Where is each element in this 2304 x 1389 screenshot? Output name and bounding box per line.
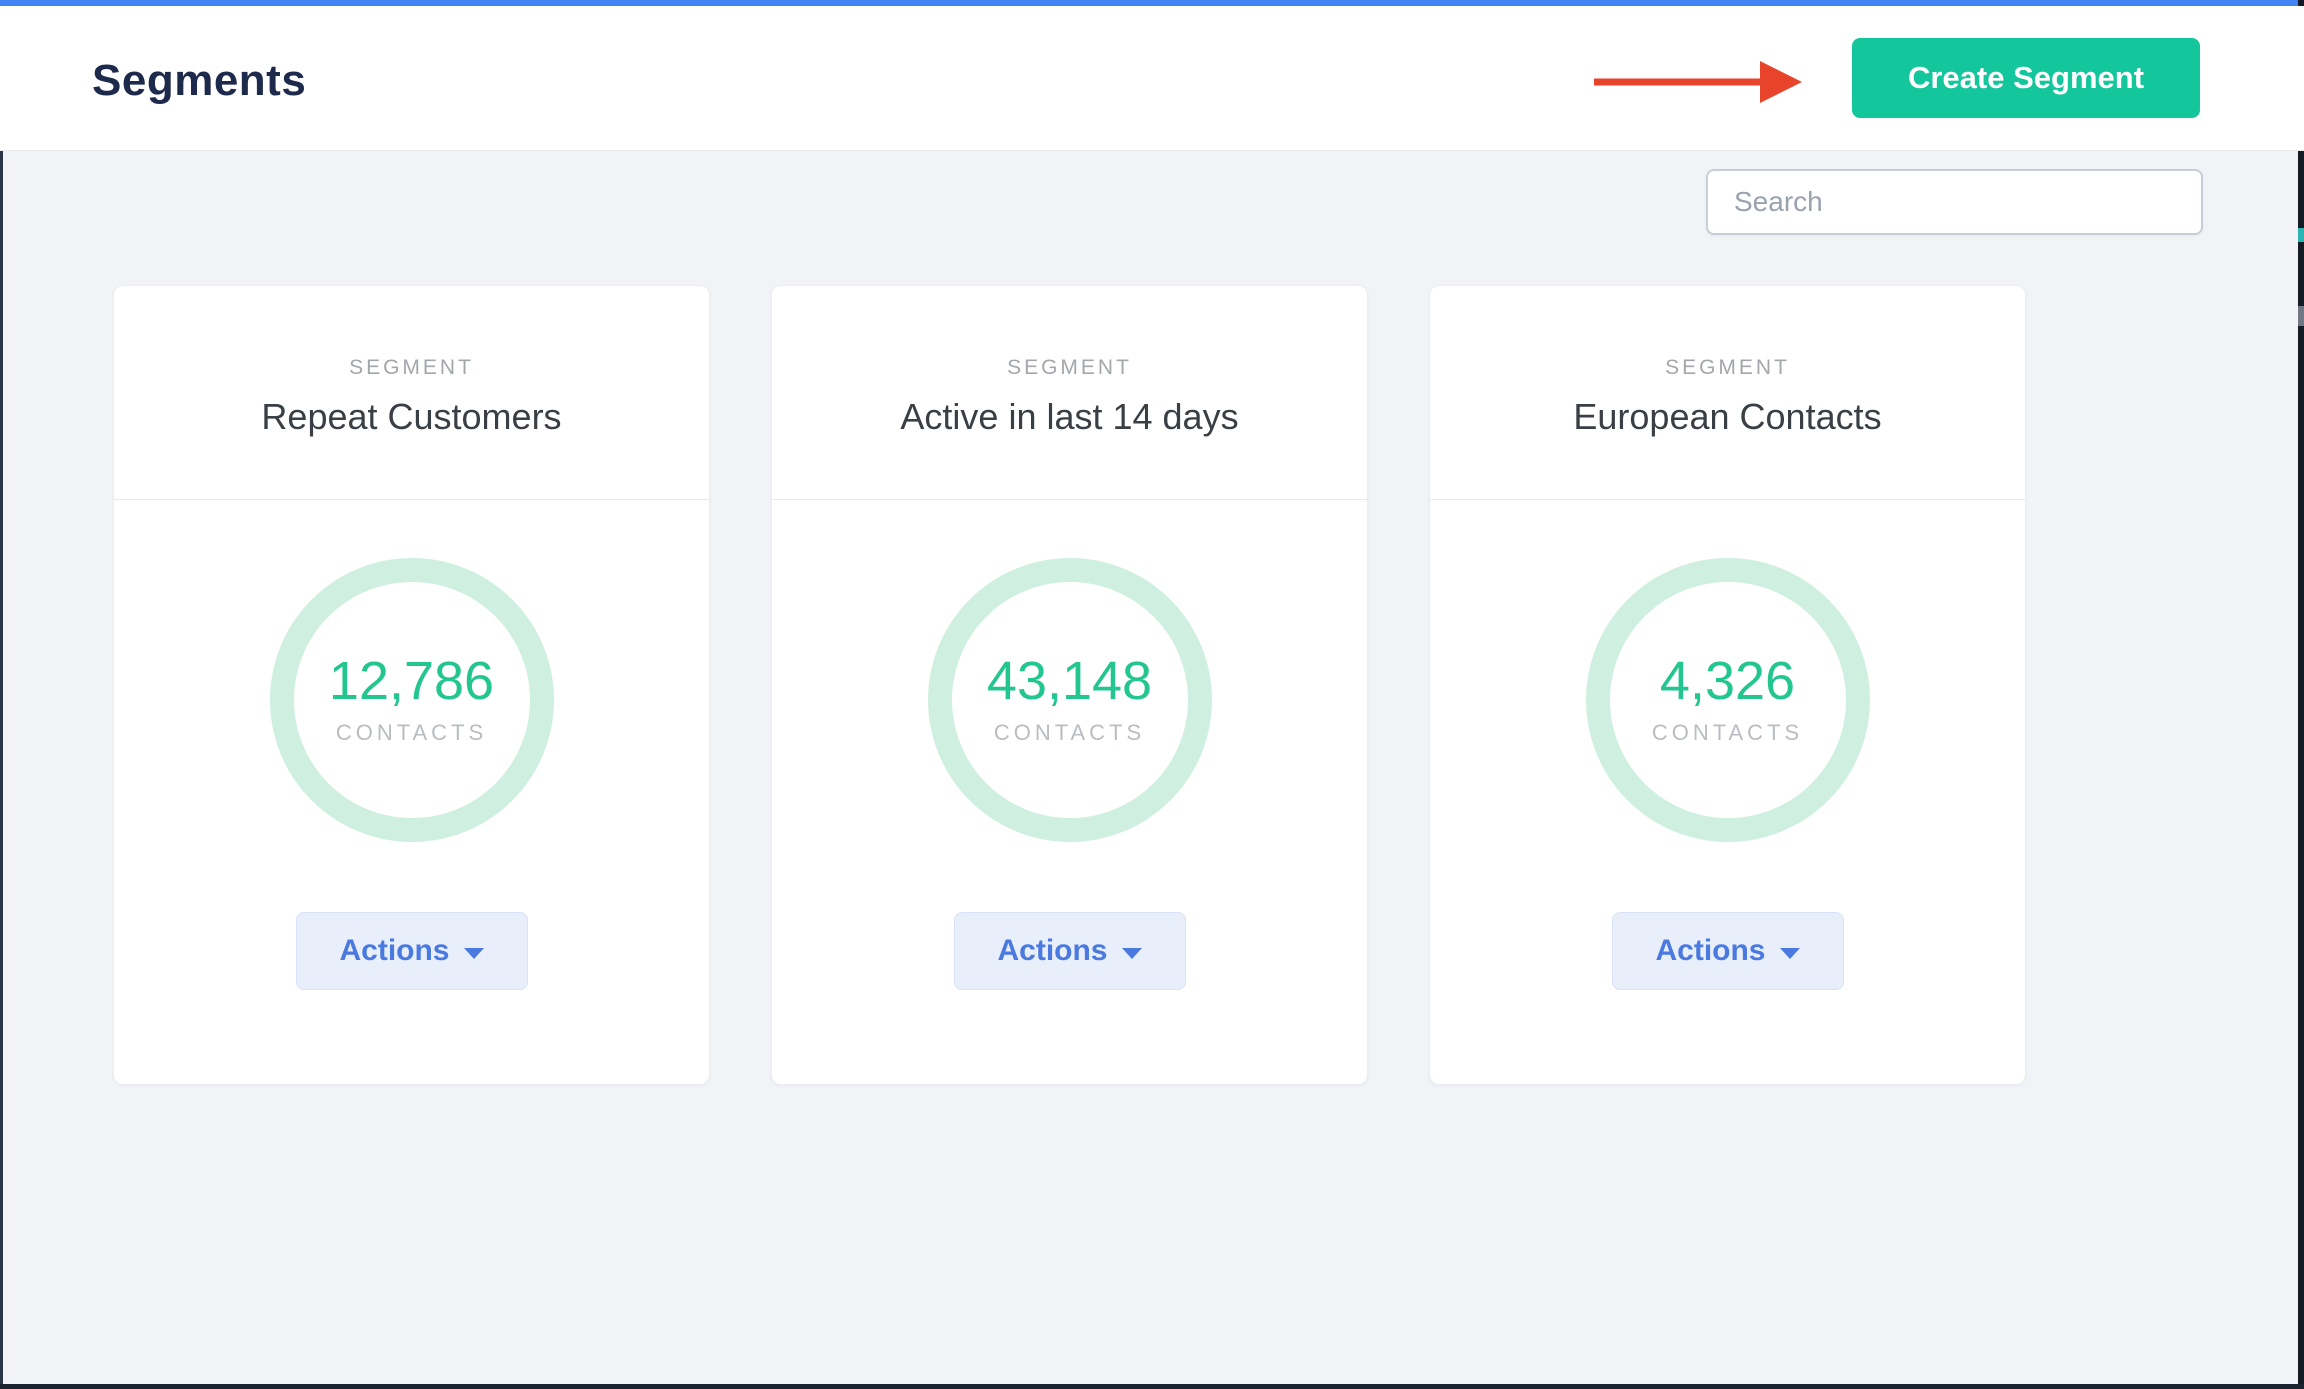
segment-card-repeat-customers: SEGMENT Repeat Customers 12,786 CONTACTS… bbox=[113, 285, 710, 1085]
contacts-count-label: CONTACTS bbox=[1651, 720, 1804, 745]
contacts-count-ring: 12,786 CONTACTS bbox=[269, 558, 554, 842]
segment-title: Repeat Customers bbox=[261, 396, 562, 437]
actions-button[interactable]: Actions bbox=[295, 912, 528, 990]
caret-down-icon bbox=[1121, 947, 1142, 959]
segment-title: Active in last 14 days bbox=[900, 396, 1239, 437]
right-edge-fragment bbox=[2298, 306, 2304, 326]
create-segment-button[interactable]: Create Segment bbox=[1852, 38, 2200, 118]
contacts-count: 4,326 bbox=[1659, 651, 1796, 711]
segment-title: European Contacts bbox=[1573, 396, 1882, 437]
contacts-count-label: CONTACTS bbox=[335, 720, 488, 745]
card-header: SEGMENT Repeat Customers bbox=[114, 286, 709, 500]
contacts-count-ring: 43,148 CONTACTS bbox=[927, 558, 1212, 842]
segments-card-row: SEGMENT Repeat Customers 12,786 CONTACTS… bbox=[113, 285, 2026, 1085]
actions-button-label: Actions bbox=[997, 934, 1108, 967]
card-header: SEGMENT Active in last 14 days bbox=[772, 286, 1367, 500]
page-title: Segments bbox=[92, 56, 307, 105]
right-edge-strip bbox=[2298, 0, 2304, 1389]
contacts-count-label: CONTACTS bbox=[993, 720, 1146, 745]
actions-button-label: Actions bbox=[339, 934, 450, 967]
actions-button-label: Actions bbox=[1655, 934, 1766, 967]
contacts-count: 43,148 bbox=[986, 651, 1153, 711]
browser-top-bar bbox=[0, 0, 2304, 6]
actions-button[interactable]: Actions bbox=[953, 912, 1186, 990]
card-body: 4,326 CONTACTS Actions bbox=[1430, 558, 2025, 990]
right-edge-fragment bbox=[2298, 228, 2304, 242]
caret-down-icon bbox=[463, 947, 484, 959]
segment-eyebrow-label: SEGMENT bbox=[1007, 356, 1132, 379]
segment-eyebrow-label: SEGMENT bbox=[1665, 356, 1790, 379]
segment-eyebrow-label: SEGMENT bbox=[349, 356, 474, 379]
caret-down-icon bbox=[1779, 947, 1800, 959]
red-arrow-icon bbox=[1594, 61, 1802, 103]
search-input[interactable] bbox=[1706, 169, 2203, 235]
contacts-count-ring: 4,326 CONTACTS bbox=[1585, 558, 1870, 842]
left-edge-strip bbox=[0, 6, 3, 1389]
card-body: 43,148 CONTACTS Actions bbox=[772, 558, 1367, 990]
card-body: 12,786 CONTACTS Actions bbox=[114, 558, 709, 990]
contacts-count: 12,786 bbox=[328, 651, 495, 711]
page-header: Segments Create Segment bbox=[0, 6, 2304, 151]
segment-card-active-14-days: SEGMENT Active in last 14 days 43,148 CO… bbox=[771, 285, 1368, 1085]
bottom-edge-strip bbox=[0, 1384, 2304, 1389]
actions-button[interactable]: Actions bbox=[1611, 912, 1844, 990]
segment-card-european-contacts: SEGMENT European Contacts 4,326 CONTACTS… bbox=[1429, 285, 2026, 1085]
card-header: SEGMENT European Contacts bbox=[1430, 286, 2025, 500]
